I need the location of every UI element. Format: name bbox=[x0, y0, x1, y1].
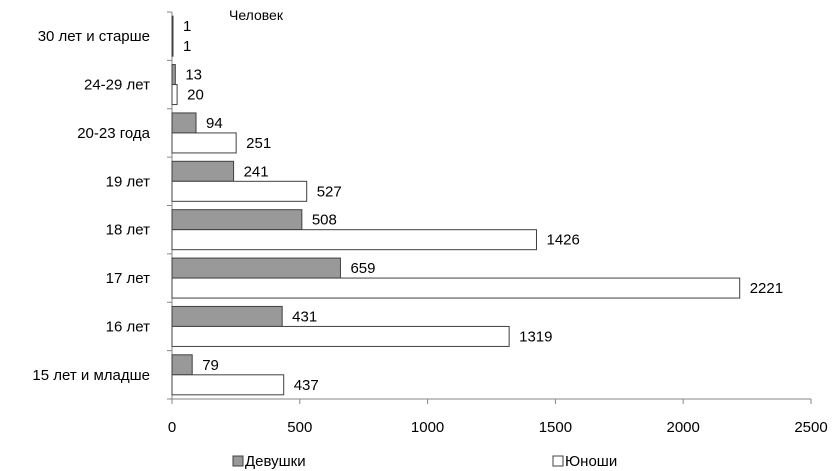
bar-girls bbox=[171, 209, 303, 231]
bar-girls bbox=[171, 257, 341, 279]
x-tick-label: 1000 bbox=[411, 419, 444, 436]
bar-boys bbox=[171, 132, 237, 154]
category-label: 17 лет bbox=[106, 270, 150, 287]
unit-label: Человек bbox=[229, 7, 284, 23]
labels-layer: 30 лет и старше 1 1 24-29 лет 13 20 20-23 года… bbox=[32, 18, 783, 394]
bar-boys bbox=[171, 180, 308, 202]
bar-girls bbox=[171, 160, 235, 182]
value-label-boys: 251 bbox=[246, 135, 271, 152]
legend-swatch-boys bbox=[552, 455, 564, 467]
bar-girls bbox=[171, 305, 283, 327]
value-label-boys: 437 bbox=[294, 377, 319, 394]
x-tick-label: 2500 bbox=[794, 419, 827, 436]
value-label-boys: 527 bbox=[317, 183, 342, 200]
value-label-girls: 431 bbox=[292, 308, 317, 325]
bar-boys bbox=[171, 374, 285, 396]
category-label: 20-23 года bbox=[77, 125, 150, 142]
bar-boys bbox=[171, 325, 510, 347]
x-tick-label: 500 bbox=[287, 419, 312, 436]
value-label-girls: 1 bbox=[183, 18, 191, 35]
value-label-girls: 79 bbox=[202, 357, 219, 374]
category-label: 19 лет bbox=[106, 173, 150, 190]
category-label: 30 лет и старше bbox=[38, 28, 150, 45]
value-label-boys: 1426 bbox=[546, 232, 579, 249]
bar-girls bbox=[171, 15, 174, 37]
bar-girls bbox=[171, 64, 176, 86]
x-tick-label: 1500 bbox=[539, 419, 572, 436]
category-label: 16 лет bbox=[106, 318, 150, 335]
value-label-boys: 20 bbox=[187, 87, 204, 104]
legend-label-girls: Девушки bbox=[245, 453, 306, 470]
category-label: 18 лет bbox=[106, 222, 150, 239]
bar-boys bbox=[171, 277, 741, 299]
bar-boys bbox=[171, 229, 537, 251]
bar-boys bbox=[171, 84, 178, 106]
value-label-girls: 659 bbox=[350, 260, 375, 277]
bar-boys bbox=[171, 35, 174, 57]
legend-label-boys: Юноши bbox=[565, 453, 617, 470]
axis-layer: 0 500 1000 1500 2000 2500 bbox=[167, 11, 828, 436]
legend-swatch-girls bbox=[232, 455, 244, 467]
value-label-girls: 94 bbox=[206, 115, 223, 132]
value-label-girls: 241 bbox=[244, 163, 269, 180]
category-label: 15 лет и младше bbox=[32, 367, 150, 384]
bar-girls bbox=[171, 112, 197, 134]
value-label-boys: 1 bbox=[183, 38, 191, 55]
category-label: 24-29 лет bbox=[84, 77, 150, 94]
legend: Девушки Юноши bbox=[232, 453, 617, 470]
x-tick-label: 0 bbox=[168, 419, 176, 436]
x-tick-label: 2000 bbox=[667, 419, 700, 436]
bars-layer bbox=[171, 15, 741, 396]
bar-girls bbox=[171, 354, 193, 376]
value-label-girls: 508 bbox=[312, 212, 337, 229]
value-label-boys: 2221 bbox=[750, 280, 783, 297]
value-label-girls: 13 bbox=[185, 67, 202, 84]
value-label-boys: 1319 bbox=[519, 328, 552, 345]
